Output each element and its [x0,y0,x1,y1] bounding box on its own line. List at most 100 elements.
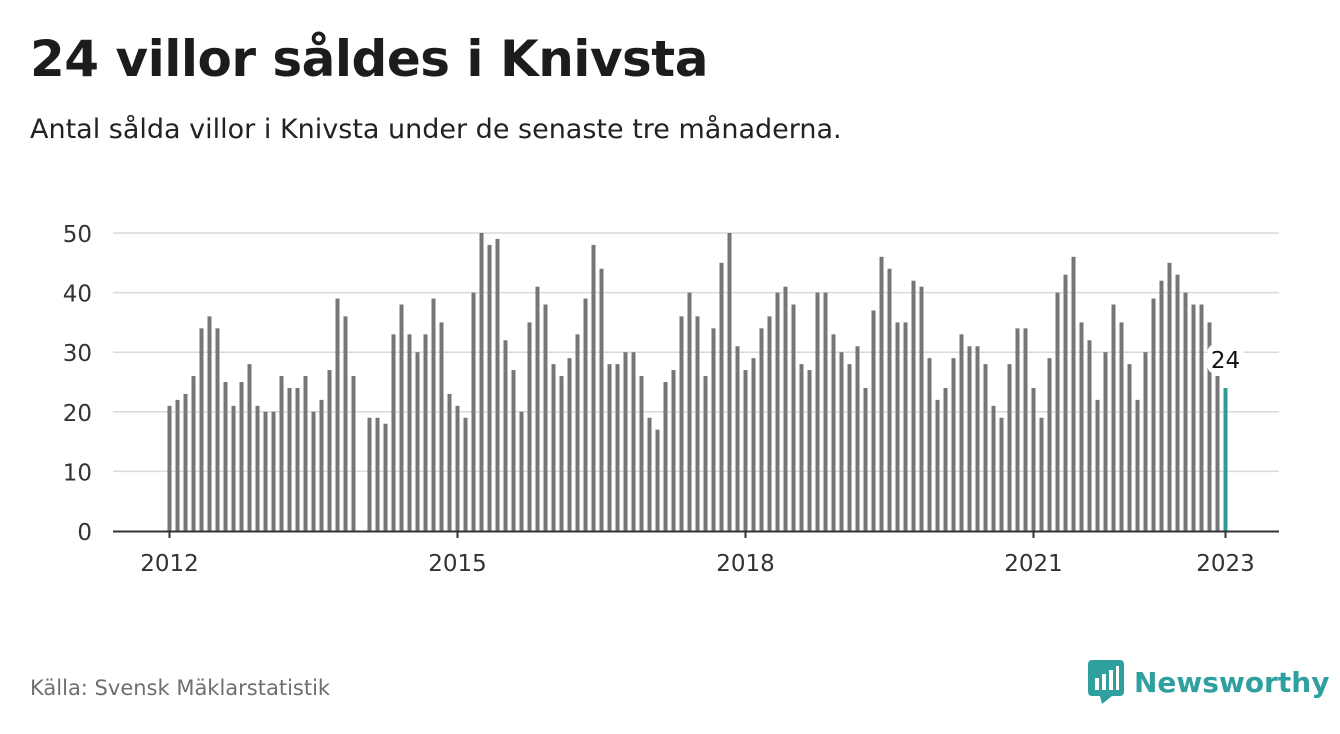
bar [631,352,636,531]
bar [735,346,740,531]
bar [1167,262,1172,531]
bar [551,364,556,531]
bar [583,298,588,531]
source-note: Källa: Svensk Mäklarstatistik [30,676,331,700]
bar [879,256,884,531]
x-tick-label: 2023 [1196,551,1255,577]
bar [911,280,916,531]
bar [591,244,596,532]
bar [767,316,772,531]
bar [1159,280,1164,531]
bar [847,364,852,531]
bar [479,233,484,531]
bar [311,411,316,531]
bar [839,352,844,531]
y-tick-label: 50 [63,222,92,248]
bar [255,405,260,531]
bar [383,423,388,531]
bar [199,328,204,531]
bar [1055,292,1060,531]
bar [239,382,244,531]
bar [1111,304,1116,531]
bar [783,286,788,531]
y-tick-label: 30 [63,341,92,367]
bar [535,286,540,531]
bar [327,370,332,531]
bar [567,358,572,531]
bar [711,328,716,531]
bar [343,316,348,531]
bar [1135,399,1140,531]
bar [183,393,188,531]
bar [1183,292,1188,531]
x-tick-label: 2015 [428,551,487,577]
bar [191,376,196,531]
bar [855,346,860,531]
bar [935,399,940,531]
bar [943,387,948,531]
bar [1119,322,1124,531]
bar [1007,364,1012,531]
bar [1103,352,1108,531]
bar [743,370,748,531]
bar [503,340,508,531]
brand-name: Newsworthy [1134,665,1330,699]
bar [319,399,324,531]
bar [751,358,756,531]
bar [487,244,492,532]
bar [951,358,956,531]
bar [871,310,876,531]
bar [1039,417,1044,531]
newsworthy-logo-icon [1088,660,1124,704]
bar [1071,256,1076,531]
x-tick-label: 2012 [140,551,199,577]
bar [215,328,220,531]
bar [1199,304,1204,531]
bar [695,316,700,531]
bar [799,364,804,531]
bar [815,292,820,531]
bar [1127,364,1132,531]
bar [959,334,964,531]
bar [231,405,236,531]
bar [647,417,652,531]
bar [791,304,796,531]
bar [655,429,660,531]
bar [887,268,892,531]
bar [831,334,836,531]
bar [207,316,212,531]
bar [287,387,292,531]
bar [1023,328,1028,531]
bar [335,298,340,531]
bar [895,322,900,531]
bar [247,364,252,531]
brand-logo[interactable]: Newsworthy [1088,658,1329,706]
highlight-value-label: 24 [1211,348,1240,374]
bar [271,411,276,531]
bar [687,292,692,531]
bar [391,334,396,531]
bar [1063,274,1068,531]
bar [351,376,356,531]
bar [663,382,668,531]
bar [967,346,972,531]
bar [423,334,428,531]
bar [431,298,436,531]
x-tick-label: 2018 [716,551,775,577]
bar [303,376,308,531]
bar [639,376,644,531]
bar [615,364,620,531]
bar [527,322,532,531]
bar [863,387,868,531]
bar [991,405,996,531]
bar [903,322,908,531]
bar [823,292,828,531]
bar [279,376,284,531]
bar [519,411,524,531]
bar [447,393,452,531]
bar [919,286,924,531]
y-tick-label: 20 [63,401,92,427]
bar [399,304,404,531]
bar [1175,274,1180,531]
chart-title: 24 villor såldes i Knivsta [30,30,708,88]
